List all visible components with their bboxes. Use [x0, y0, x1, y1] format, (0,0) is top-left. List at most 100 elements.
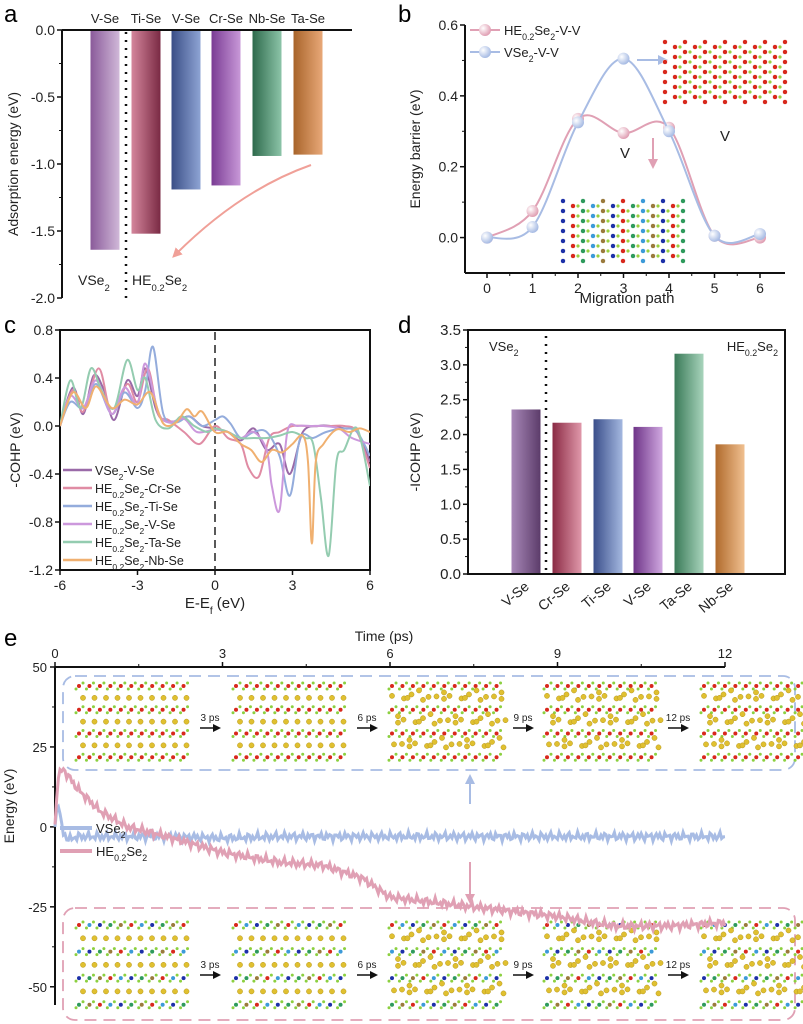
- se-atom: [84, 1006, 88, 1010]
- bar: [633, 426, 663, 573]
- atom: [560, 228, 566, 234]
- se-atom: [387, 758, 391, 762]
- atom-se: [656, 214, 660, 218]
- atom-se: [576, 254, 580, 258]
- metal-atom: [785, 707, 790, 712]
- se-atom: [769, 947, 773, 951]
- na-atom: [613, 716, 619, 723]
- metal-atom: [494, 755, 499, 760]
- se-atom: [144, 973, 148, 977]
- lattice-vse2: [662, 39, 788, 105]
- se-atom: [790, 920, 794, 924]
- metal-atom: [754, 707, 759, 712]
- se-atom: [741, 758, 745, 762]
- na-atom: [707, 713, 713, 720]
- se-atom: [84, 953, 88, 957]
- na-atom: [441, 696, 447, 702]
- na-atom: [452, 719, 459, 726]
- y-tick-label: -0.4: [29, 466, 53, 482]
- se-atom: [231, 711, 235, 715]
- na-atom: [248, 742, 255, 749]
- se-atom: [332, 705, 336, 709]
- metal-atom: [796, 755, 801, 760]
- se-atom: [322, 920, 326, 924]
- na-atom: [611, 986, 618, 993]
- se-atom: [647, 711, 651, 715]
- se-atom: [439, 926, 443, 930]
- na-atom: [797, 711, 803, 718]
- se-atom: [269, 705, 273, 709]
- se-atom: [570, 681, 574, 685]
- se-atom: [800, 947, 803, 951]
- se-atom: [137, 1006, 141, 1010]
- atom-se: [676, 254, 680, 258]
- atom: [590, 213, 596, 219]
- se-atom: [238, 752, 242, 756]
- atom: [630, 243, 636, 249]
- metal-atom: [77, 731, 81, 736]
- snapshot-time-label: 6 ps: [358, 960, 377, 971]
- se-atom: [450, 953, 454, 957]
- metal-atom: [108, 923, 113, 927]
- se-atom: [748, 729, 752, 732]
- se-atom: [158, 979, 162, 983]
- subscript: 0.2: [112, 526, 124, 536]
- atom-se: [698, 75, 702, 79]
- na-atom: [575, 697, 581, 703]
- subscript: 0.2: [112, 544, 124, 554]
- metal-atom: [628, 684, 633, 688]
- metal-atom: [555, 731, 560, 736]
- na-atom: [183, 742, 190, 749]
- y-tick-label: 0.0: [439, 230, 459, 246]
- na-atom: [789, 958, 796, 964]
- se-atom: [112, 920, 116, 924]
- na-atom: [743, 984, 750, 991]
- na-atom: [498, 936, 505, 943]
- metal-atom: [421, 731, 426, 736]
- metal-atom: [576, 684, 581, 688]
- metal-atom: [171, 923, 176, 927]
- na-atom: [329, 935, 335, 942]
- se-atom: [425, 973, 429, 977]
- legend-label: VSe2-V-Se: [95, 464, 155, 482]
- se-atom: [186, 752, 190, 756]
- na-atom: [711, 741, 717, 747]
- metal-atom: [764, 923, 769, 927]
- metal-atom: [702, 949, 706, 954]
- se-atom: [446, 973, 450, 977]
- se-atom: [311, 705, 315, 709]
- atom: [560, 238, 566, 244]
- legend-label: HE0.2Se2-Ti-Se: [95, 500, 178, 518]
- panel-c-cohp-chart: 0.80.40.0-0.4-0.8-1.2-6 -3 0 3 6E-Ef (eV)-CO…: [7, 322, 374, 617]
- metal-atom: [607, 1002, 612, 1007]
- na-atom: [306, 718, 312, 725]
- se-atom: [238, 729, 242, 732]
- na-atom: [498, 929, 505, 936]
- metal-atom: [597, 684, 602, 688]
- se-atom: [730, 711, 734, 715]
- na-atom: [283, 718, 289, 725]
- na-atom: [494, 717, 501, 724]
- na-atom: [329, 742, 335, 749]
- se-atom: [699, 735, 703, 738]
- se-atom: [175, 947, 179, 951]
- na-atom: [172, 935, 178, 942]
- se-atom: [601, 681, 605, 685]
- atom: [752, 44, 758, 50]
- se-atom: [95, 979, 99, 983]
- se-atom: [325, 735, 329, 738]
- se-atom: [706, 1000, 710, 1004]
- atom: [662, 59, 668, 65]
- bar: [552, 422, 582, 573]
- se-atom: [793, 979, 797, 983]
- se-atom: [549, 920, 553, 924]
- se-atom: [144, 729, 148, 732]
- se-atom: [241, 687, 245, 691]
- metal-atom: [171, 755, 176, 760]
- na-atom: [114, 961, 121, 968]
- metal-atom: [494, 731, 499, 736]
- na-atom: [464, 743, 470, 750]
- metal-atom: [743, 1002, 748, 1007]
- atom: [782, 89, 788, 95]
- metal-atom: [565, 1002, 570, 1007]
